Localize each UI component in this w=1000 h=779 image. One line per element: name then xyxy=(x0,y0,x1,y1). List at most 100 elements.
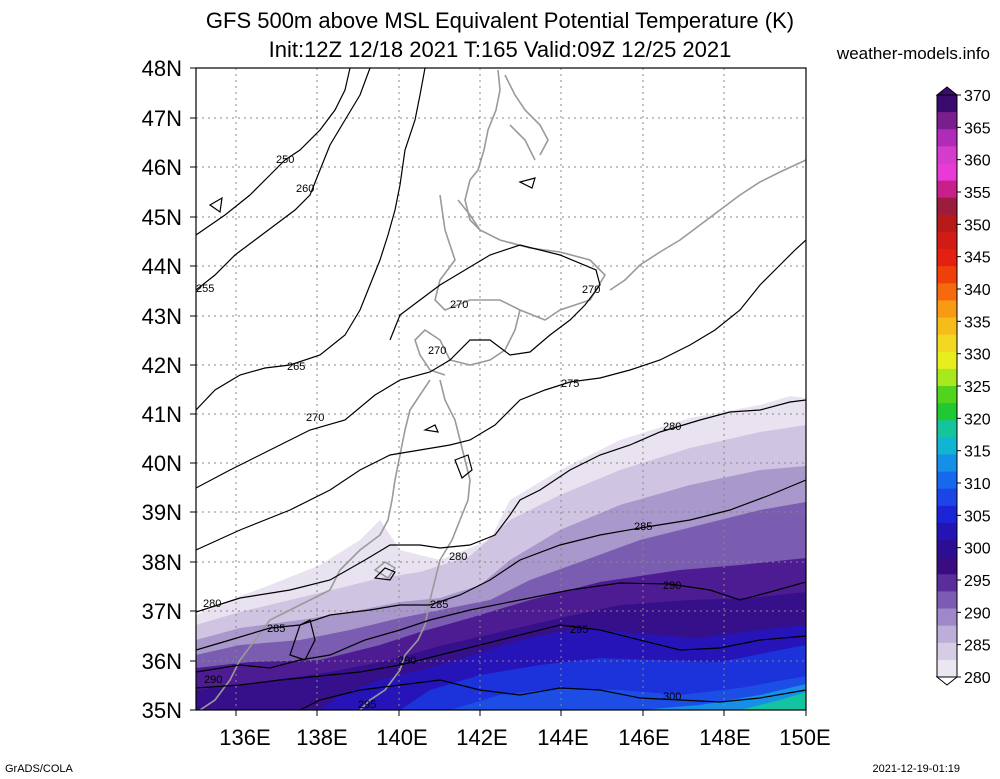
colorbar-swatch xyxy=(937,591,957,610)
colorbar-swatch xyxy=(937,317,957,336)
coastlines xyxy=(199,69,806,710)
lat-label: 45N xyxy=(142,205,182,230)
sado-island xyxy=(373,561,397,580)
contour-label: 295 xyxy=(570,624,588,636)
contour-label: 275 xyxy=(561,378,579,390)
graticule xyxy=(196,68,806,710)
lon-label: 150E xyxy=(779,725,830,750)
colorbar-label: 355 xyxy=(964,185,991,202)
colorbar-swatch xyxy=(937,557,957,575)
hokkaido-coast xyxy=(414,194,607,376)
longitude-labels: 136E 138E 140E 142E 144E 146E 148E 150E xyxy=(219,725,830,750)
colorbar-swatch xyxy=(937,112,957,130)
colorbar-swatch xyxy=(937,180,957,199)
sakhalin-coast xyxy=(464,69,549,231)
isotherm-contours xyxy=(196,68,806,710)
contour-label: 295 xyxy=(358,699,376,711)
colorbar-swatch xyxy=(937,420,957,438)
axis-ticks xyxy=(190,67,807,716)
contour-label: 250 xyxy=(276,154,294,166)
contour-label: 270 xyxy=(306,412,324,424)
colorbar-swatch xyxy=(937,574,957,592)
colorbar-swatch xyxy=(937,368,957,387)
lat-label: 35N xyxy=(142,698,182,723)
colorbar-label: 290 xyxy=(964,605,991,622)
colorbar-label: 305 xyxy=(964,508,991,525)
source-credit: weather-models.info xyxy=(836,44,990,63)
lat-label: 44N xyxy=(142,254,182,279)
colorbar-label: 335 xyxy=(964,314,991,331)
colorbar-max-arrow xyxy=(935,86,959,96)
colorbar-swatch xyxy=(937,505,957,524)
colorbar xyxy=(935,86,959,686)
colorbar-label: 310 xyxy=(964,476,991,493)
contour-label: 280 xyxy=(663,421,681,433)
colorbar-swatch xyxy=(937,437,957,455)
shade-303 xyxy=(640,684,806,710)
colorbar-label: 370 xyxy=(964,88,991,105)
colorbar-swatch xyxy=(937,266,957,284)
lat-label: 47N xyxy=(142,106,182,131)
contour-label: 280 xyxy=(449,551,467,563)
contour-label: 265 xyxy=(287,361,305,373)
lon-label: 136E xyxy=(219,725,270,750)
colorbar-swatch xyxy=(937,283,957,301)
contour-label: 255 xyxy=(196,283,214,295)
latitude-labels: 48N 47N 46N 45N 44N 43N 42N 41N 40N 39N … xyxy=(142,56,182,723)
colorbar-swatch xyxy=(937,146,957,164)
colorbar-label: 360 xyxy=(964,153,991,170)
contour-label: 260 xyxy=(296,183,314,195)
colorbar-label: 340 xyxy=(964,282,991,299)
colorbar-label: 280 xyxy=(964,670,991,687)
map-frame xyxy=(195,67,807,711)
shade-306 xyxy=(740,692,806,710)
colorbar-label: 300 xyxy=(964,541,991,558)
contour-label: 290 xyxy=(204,674,222,686)
colorbar-swatch xyxy=(937,403,957,421)
honshu-coast xyxy=(199,379,471,710)
colorbar-swatch xyxy=(937,95,957,113)
chart-subtitle: Init:12Z 12/18 2021 T:165 Valid:09Z 12/2… xyxy=(268,37,732,62)
colorbar-label: 330 xyxy=(964,347,991,364)
colorbar-swatch xyxy=(937,454,957,473)
lat-label: 37N xyxy=(142,599,182,624)
colorbar-swatch xyxy=(937,522,957,541)
colorbar-label: 320 xyxy=(964,411,991,428)
colorbar-swatch xyxy=(937,231,957,250)
colorbar-label: 295 xyxy=(964,573,991,590)
chart-title: GFS 500m above MSL Equivalent Potential … xyxy=(205,8,795,33)
colorbar-swatch xyxy=(937,642,957,661)
contour-label: 300 xyxy=(663,691,681,703)
colorbar-swatch xyxy=(937,300,957,319)
contour-labels: 250 260 255 270 270 270 265 275 270 280 … xyxy=(196,154,681,711)
colorbar-swatch xyxy=(937,625,957,644)
lat-label: 38N xyxy=(142,550,182,575)
colorbar-labels: 370 365 360 355 350 345 340 335 330 325 320 315 310 3… xyxy=(957,88,991,687)
contour-label: 290 xyxy=(398,655,416,667)
lat-label: 36N xyxy=(142,649,182,674)
colorbar-label: 350 xyxy=(964,217,991,234)
colorbar-swatch xyxy=(937,540,957,558)
software-credit: GrADS/COLA xyxy=(5,763,73,775)
colorbar-swatch xyxy=(937,659,957,678)
contour-label: 280 xyxy=(203,598,221,610)
colorbar-swatch xyxy=(937,334,957,353)
map-area: 250 260 255 270 270 270 265 275 270 280 … xyxy=(196,68,806,711)
contour-label: 285 xyxy=(430,599,448,611)
colorbar-min-arrow xyxy=(935,676,959,686)
colorbar-label: 345 xyxy=(964,250,991,267)
contour-label: 270 xyxy=(582,284,600,296)
lat-label: 39N xyxy=(142,500,182,525)
colorbar-swatch xyxy=(937,214,957,233)
lat-label: 41N xyxy=(142,402,182,427)
lon-label: 138E xyxy=(296,725,347,750)
colorbar-swatch xyxy=(937,386,957,404)
contour-label: 285 xyxy=(267,623,285,635)
lat-label: 40N xyxy=(142,451,182,476)
colorbar-swatch xyxy=(937,471,957,490)
colorbar-label: 365 xyxy=(964,120,991,137)
colorbar-label: 325 xyxy=(964,379,991,396)
colorbar-swatch xyxy=(937,197,957,216)
colorbar-swatch xyxy=(937,351,957,370)
